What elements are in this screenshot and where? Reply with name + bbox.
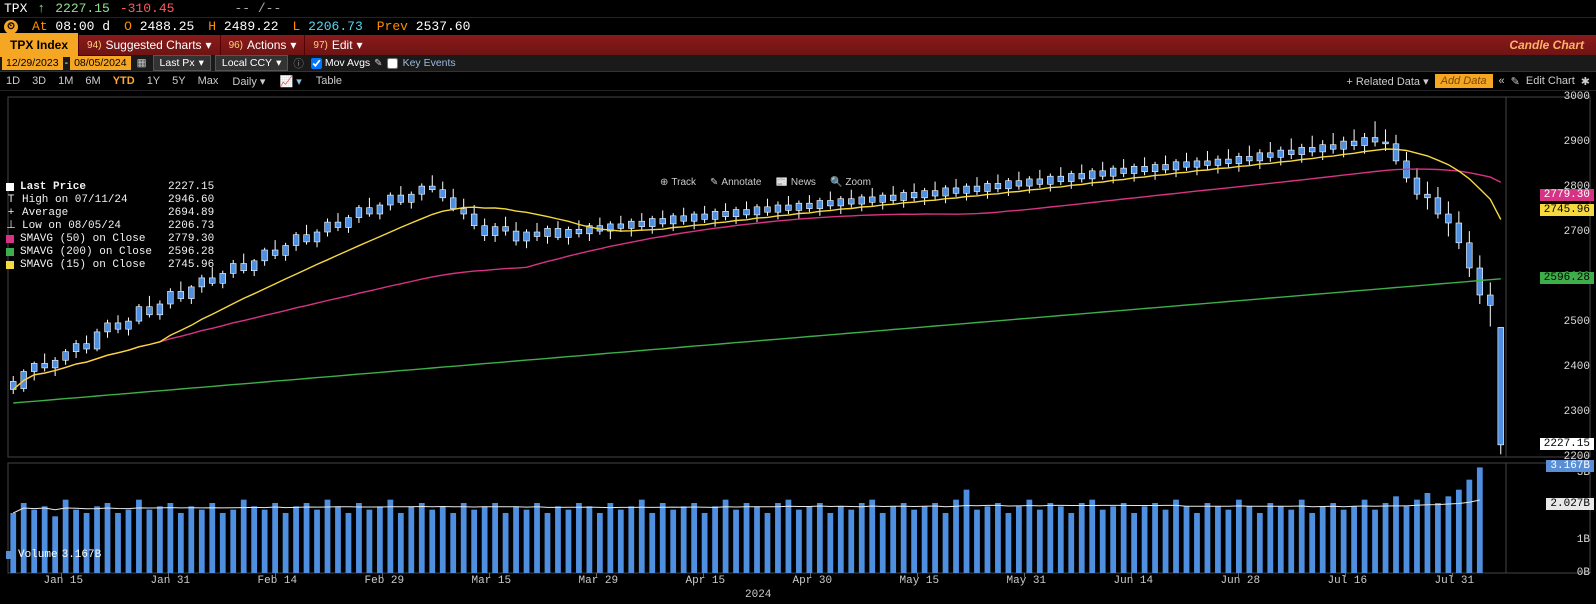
range-ytd[interactable]: YTD xyxy=(107,74,141,88)
chart-svg xyxy=(0,91,1596,604)
range-6m[interactable]: 6M xyxy=(79,74,106,88)
actions-button[interactable]: 96) Actions ▾ xyxy=(220,35,305,55)
low-val: 2206.73 xyxy=(308,19,363,34)
range-1y[interactable]: 1Y xyxy=(141,74,166,88)
range-1m[interactable]: 1M xyxy=(52,74,79,88)
chart-toolbar: ⊕ Track ✎ Annotate 📰 News 🔍 Zoom xyxy=(660,177,871,188)
price-type-select[interactable]: Last Px▾ xyxy=(153,55,211,71)
date-from-input[interactable]: 12/29/2023 xyxy=(2,56,63,70)
command-bar: TPX Index 94) Suggested Charts ▾ 96) Act… xyxy=(0,35,1596,55)
at-label: At xyxy=(32,19,48,34)
suggested-charts-button[interactable]: 94) Suggested Charts ▾ xyxy=(78,35,220,55)
range-1d[interactable]: 1D xyxy=(0,74,26,88)
zoom-button[interactable]: 🔍 Zoom xyxy=(830,177,871,188)
period-select[interactable]: Daily ▾ xyxy=(226,74,271,89)
edit-chart-button[interactable]: Edit Chart xyxy=(1526,75,1575,87)
h-label: H xyxy=(208,19,216,34)
table-button[interactable]: Table xyxy=(310,74,348,88)
volume-label: Volume xyxy=(18,549,58,561)
date-to-input[interactable]: 08/05/2024 xyxy=(70,56,131,70)
chevron-down-icon: ▾ xyxy=(206,38,212,52)
last-price: 2227.15 xyxy=(55,1,110,16)
l-label: L xyxy=(293,19,301,34)
pencil-icon[interactable]: ✎ xyxy=(1511,75,1520,88)
gear-icon[interactable]: ✱ xyxy=(1581,75,1590,88)
volume-swatch-icon xyxy=(6,551,14,559)
hdr-slash: -- /-- xyxy=(234,1,281,16)
ticker-symbol: TPX xyxy=(4,1,27,16)
quote-header-1: TPX ↑ 2227.15 -310.45 -- /-- xyxy=(0,0,1596,18)
collapse-icon[interactable]: « xyxy=(1499,75,1505,87)
range-5y[interactable]: 5Y xyxy=(166,74,191,88)
info-icon[interactable]: ⓘ xyxy=(290,56,307,71)
chevron-down-icon: ▾ xyxy=(357,38,363,52)
related-data-button[interactable]: + Related Data ▾ xyxy=(1346,75,1428,88)
chart-container[interactable]: ⊕ Track ✎ Annotate 📰 News 🔍 Zoom Last Pr… xyxy=(0,91,1596,604)
volume-legend: Volume 3.167B xyxy=(6,549,101,561)
prev-label: Prev xyxy=(377,19,408,34)
news-button[interactable]: 📰 News xyxy=(775,177,815,188)
keyevents-checkbox[interactable]: Key Events xyxy=(387,57,458,69)
o-label: O xyxy=(124,19,132,34)
volume-value: 3.167B xyxy=(62,549,102,561)
calendar-icon[interactable]: ▦ xyxy=(133,57,151,69)
annotate-button[interactable]: ✎ Annotate xyxy=(710,177,761,188)
range-bar: 1D3D1M6MYTD1Y5YMax Daily ▾ 📈 ▾ Table + R… xyxy=(0,72,1596,91)
control-bar: 12/29/2023 - 08/05/2024 ▦ Last Px▾ Local… xyxy=(0,55,1596,72)
chevron-down-icon: ▾ xyxy=(290,38,296,52)
prev-val: 2537.60 xyxy=(416,19,471,34)
at-time: 08:00 xyxy=(55,19,94,34)
at-sfx: d xyxy=(102,19,110,34)
clock-icon: ⏲ xyxy=(4,20,18,34)
movavgs-checkbox[interactable]: Mov Avgs xyxy=(311,57,370,69)
add-data-input[interactable]: Add Data xyxy=(1435,74,1493,88)
track-button[interactable]: ⊕ Track xyxy=(660,177,696,188)
price-change: -310.45 xyxy=(120,1,175,16)
chevron-down-icon: ▾ xyxy=(199,57,204,69)
edit-button[interactable]: 97) Edit ▾ xyxy=(304,35,370,55)
chart-type-title: Candle Chart xyxy=(1509,38,1596,52)
pencil-icon[interactable]: ✎ xyxy=(374,58,382,69)
line-type-icon[interactable]: 📈 ▾ xyxy=(273,74,307,89)
open-val: 2488.25 xyxy=(140,19,195,34)
range-3d[interactable]: 3D xyxy=(26,74,52,88)
chevron-down-icon: ▾ xyxy=(276,57,281,69)
range-max[interactable]: Max xyxy=(192,74,225,88)
ticker-pill[interactable]: TPX Index xyxy=(0,33,78,57)
price-legend: Last Price2227.15THigh on 07/11/242946.6… xyxy=(6,181,214,272)
high-val: 2489.22 xyxy=(224,19,279,34)
quote-header-2: ⏲ At 08:00 d O 2488.25 H 2489.22 L 2206.… xyxy=(0,18,1596,35)
arrow-up-icon: ↑ xyxy=(37,1,45,16)
currency-select[interactable]: Local CCY▾ xyxy=(215,55,288,71)
